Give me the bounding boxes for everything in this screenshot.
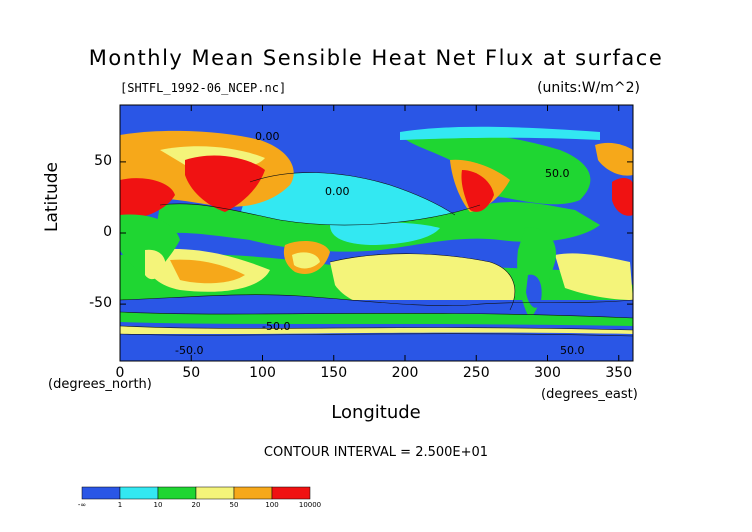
colorbar-tick-label: 100 xyxy=(265,501,279,509)
region-australia-yellow xyxy=(292,252,320,269)
contour-interval-note: CONTOUR INTERVAL = 2.500E+01 xyxy=(263,445,489,460)
colorbar-swatch xyxy=(119,486,159,500)
region-arabia-red xyxy=(120,178,175,220)
chart-title: Monthly Mean Sensible Heat Net Flux at s… xyxy=(88,46,664,70)
region-north-america-green xyxy=(400,131,591,205)
region-asia-red xyxy=(185,155,265,212)
region-africa-yellow xyxy=(145,249,166,280)
x-tick-label: 350 xyxy=(605,365,633,381)
contour-label: 0.00 xyxy=(325,185,350,198)
colorbar-swatch xyxy=(81,486,121,500)
x-tick-label: 100 xyxy=(249,365,276,381)
region-south-america-blue xyxy=(526,274,542,308)
region-south-atlantic-yellow xyxy=(555,253,633,300)
x-tick-label: 300 xyxy=(534,365,561,381)
contour-label: 50.0 xyxy=(545,167,570,180)
colorbar-tick-label: 20 xyxy=(191,501,201,509)
region-south-america-green xyxy=(517,227,556,320)
colorbar-tick-label: -∞ xyxy=(77,501,87,509)
colorbar-swatch xyxy=(157,486,197,500)
region-greenland-orange xyxy=(595,142,633,176)
x-tick-label: 200 xyxy=(391,365,419,381)
colorbar-tick-label: 1 xyxy=(117,501,123,509)
x-tick-label: 50 xyxy=(182,365,201,381)
region-south-indian-orange xyxy=(170,259,245,284)
contour-label: -50.0 xyxy=(175,344,203,357)
y-unit-note: (degrees_north) xyxy=(48,377,152,392)
x-axis-label: Longitude xyxy=(331,402,421,423)
y-tick-label: 50 xyxy=(94,152,112,169)
region-north-america-red xyxy=(461,170,494,212)
colorbar-swatch xyxy=(195,486,235,500)
x-unit-note: (degrees_east) xyxy=(541,387,638,402)
region-europe-red xyxy=(612,178,633,216)
region-central-pacific-cyan xyxy=(330,222,440,245)
region-southern-green-strip xyxy=(120,312,633,326)
y-axis-label: Latitude xyxy=(42,162,62,232)
region-africa-green xyxy=(120,214,180,280)
y-tick-label: 0 xyxy=(103,224,112,240)
colorbar-tick-label: 10000 xyxy=(298,501,322,509)
colorbar-tick-label: 50 xyxy=(229,501,239,509)
contour-label: 50.0 xyxy=(560,344,585,357)
chart-source-file: [SHTFL_1992-06_NCEP.nc] xyxy=(120,81,287,95)
colorbar-tick-label: 10 xyxy=(153,501,163,509)
contour-label: -50.0 xyxy=(262,320,290,333)
colorbar-swatch xyxy=(271,486,311,500)
region-north-pacific-band xyxy=(240,172,455,236)
contour-label: 0.00 xyxy=(255,130,280,143)
region-arctic-cyan xyxy=(400,126,600,140)
x-tick-label: 150 xyxy=(320,365,348,381)
colorbar-swatch xyxy=(233,486,273,500)
x-tick-label: 0 xyxy=(115,365,125,381)
chart-units: (units:W/m^2) xyxy=(537,80,640,96)
y-tick-label: -50 xyxy=(89,295,112,312)
x-tick-label: 250 xyxy=(462,365,490,381)
